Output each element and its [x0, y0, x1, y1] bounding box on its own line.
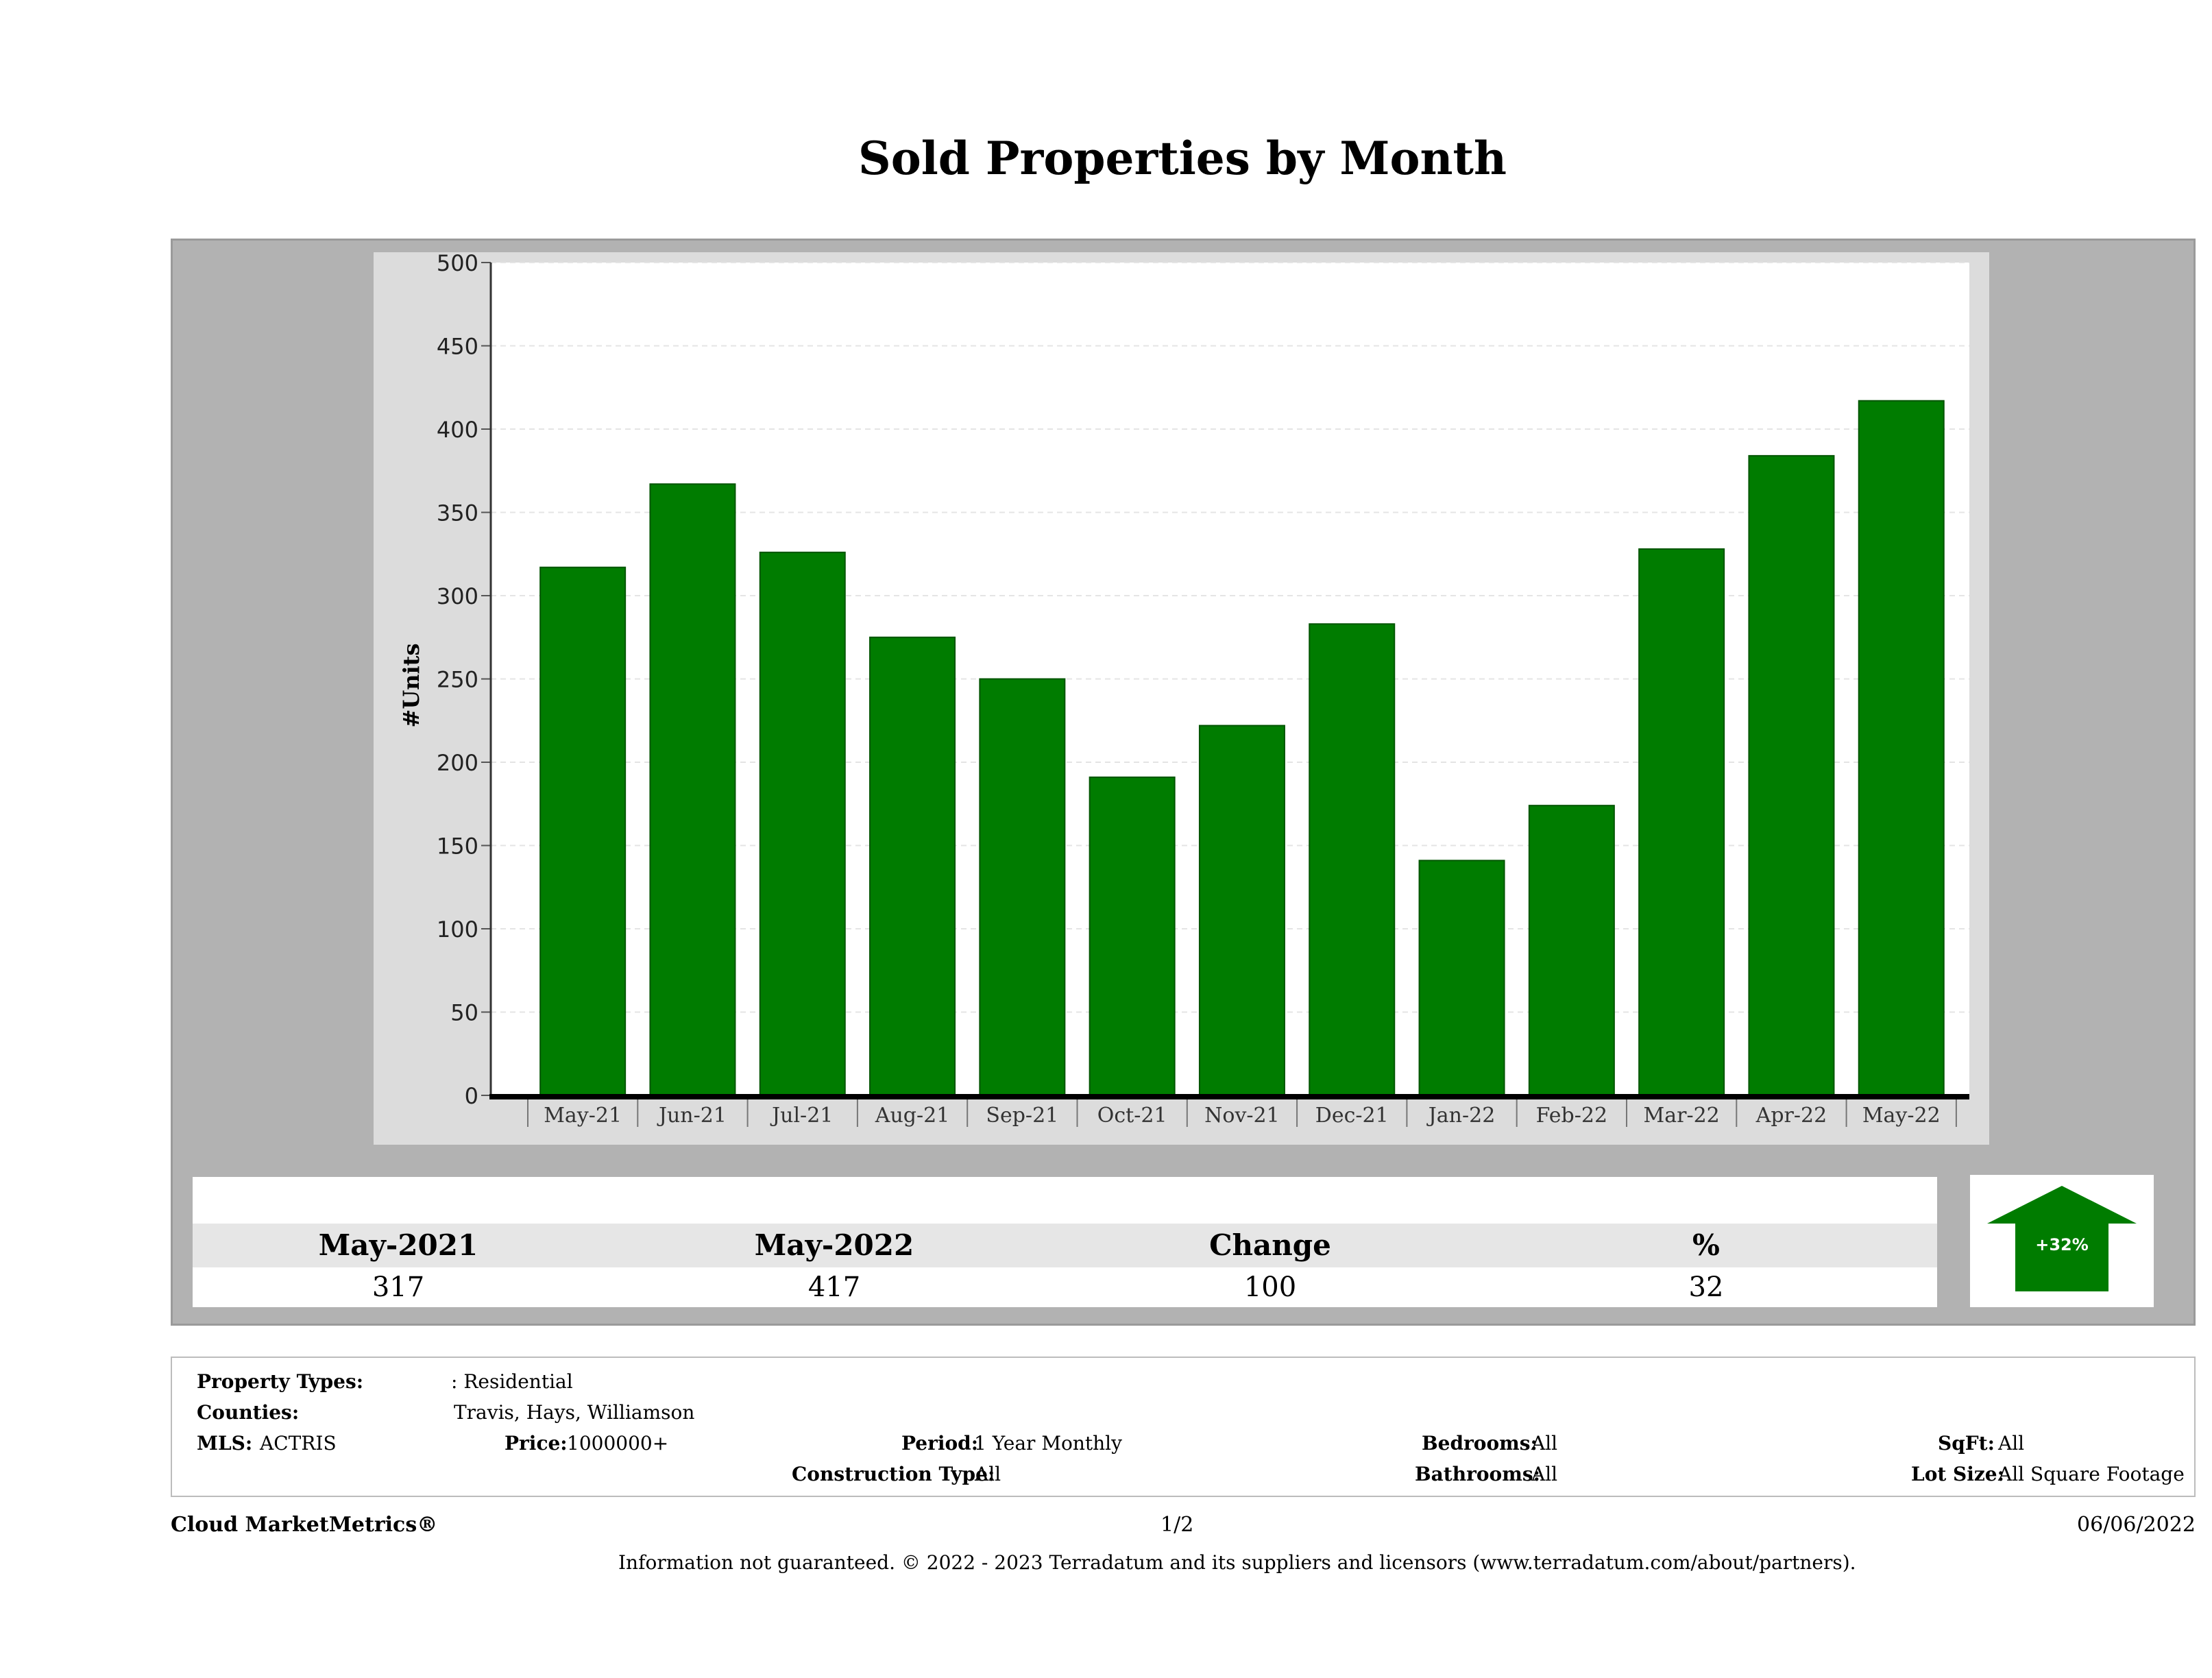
- y-tick-label: 300: [437, 583, 478, 609]
- bedrooms-value: All: [1531, 1432, 1558, 1455]
- up-arrow-icon: +32%: [1987, 1186, 2137, 1291]
- price-label: Price:: [505, 1432, 568, 1455]
- counties-label: Counties:: [197, 1401, 300, 1424]
- y-tick-label: 350: [437, 500, 478, 526]
- page-number: 1/2: [1160, 1513, 1194, 1537]
- summary-blank-row: [193, 1177, 1937, 1224]
- x-tick-label: Mar-22: [1644, 1104, 1720, 1128]
- bar-Feb-22: [1528, 805, 1615, 1097]
- disclaimer: Information not guaranteed. © 2022 - 202…: [618, 1551, 1856, 1574]
- summary-value-row: 317 417 100 32: [193, 1267, 1937, 1307]
- bar-Jul-21: [759, 551, 846, 1096]
- summary-header-percent: %: [1692, 1228, 1720, 1262]
- y-tick-label: 0: [465, 1083, 478, 1109]
- price-value: 1000000+: [567, 1432, 669, 1455]
- bar-Jan-22: [1418, 860, 1505, 1096]
- counties-value: Travis, Hays, Williamson: [454, 1401, 695, 1424]
- mls-label: MLS:: [197, 1432, 253, 1455]
- bar-Sep-21: [979, 678, 1066, 1096]
- axes: [481, 262, 1969, 1127]
- x-tick-label: Sep-21: [986, 1104, 1058, 1128]
- bar-May-21: [539, 566, 627, 1096]
- y-tick-label: 150: [437, 834, 478, 860]
- change-badge-label: +32%: [2035, 1235, 2089, 1254]
- bar-Dec-21: [1309, 623, 1396, 1096]
- summary-header-change: Change: [1209, 1228, 1331, 1262]
- summary-header-end: May-2022: [754, 1228, 914, 1262]
- report-date: 06/06/2022: [2077, 1513, 2196, 1537]
- summary-value-change: 100: [1243, 1272, 1297, 1303]
- property-types-value: : Residential: [451, 1370, 573, 1393]
- summary-value-end: 417: [807, 1272, 861, 1303]
- period-label: Period:: [901, 1432, 979, 1455]
- bedrooms-label: Bedrooms:: [1422, 1432, 1538, 1455]
- bar-Mar-22: [1638, 548, 1725, 1096]
- y-tick-label: 250: [437, 667, 478, 693]
- x-tick-label: Oct-21: [1097, 1104, 1167, 1128]
- brand-name: Cloud MarketMetrics®: [171, 1513, 438, 1537]
- bars: [539, 400, 1945, 1097]
- filters-panel: Property Types: : Residential Counties: …: [171, 1357, 2196, 1497]
- change-badge: +32%: [1970, 1175, 2154, 1307]
- sqft-label: SqFt:: [1938, 1432, 1995, 1455]
- x-tick-label: Aug-21: [875, 1104, 950, 1128]
- construction-type-value: All: [975, 1463, 1001, 1485]
- x-tick-label: Feb-22: [1536, 1104, 1607, 1128]
- bar-Jun-21: [649, 483, 736, 1096]
- y-axis-label: #Units: [398, 644, 424, 728]
- x-tick-label: Nov-21: [1204, 1104, 1280, 1128]
- x-tick-label: May-21: [544, 1104, 622, 1128]
- period-value: 1 Year Monthly: [974, 1432, 1122, 1455]
- bar-Aug-21: [869, 636, 956, 1096]
- x-tick-label: Jan-22: [1426, 1104, 1496, 1128]
- x-tick-label: Jun-21: [657, 1104, 727, 1128]
- lot-size-value: All Square Footage: [1998, 1463, 2185, 1485]
- y-tick-label: 400: [437, 417, 478, 443]
- x-tick-label: May-22: [1862, 1104, 1941, 1128]
- bar-Oct-21: [1089, 776, 1176, 1096]
- y-tick-label: 200: [437, 750, 478, 776]
- report-title: Sold Properties by Month: [858, 132, 1507, 185]
- summary-value-percent: 32: [1688, 1272, 1724, 1303]
- y-tick-label: 450: [437, 334, 478, 360]
- lot-size-label: Lot Size:: [1911, 1463, 2004, 1485]
- bathrooms-label: Bathrooms:: [1415, 1463, 1540, 1485]
- summary-header-row: May-2021 May-2022 Change %: [193, 1224, 1937, 1267]
- bar-Apr-22: [1748, 454, 1835, 1096]
- y-tick-label: 50: [450, 1000, 478, 1026]
- bathrooms-value: All: [1531, 1463, 1558, 1485]
- x-tick-label: Dec-21: [1315, 1104, 1389, 1128]
- y-tick-labels: 0 50 100 150 200 250 300 350 400 450 500: [437, 250, 478, 1109]
- y-tick-label: 500: [437, 250, 478, 276]
- summary-header-start: May-2021: [318, 1228, 478, 1262]
- summary-value-start: 317: [372, 1272, 425, 1303]
- x-tick-labels: May-21 Jun-21 Jul-21 Aug-21 Sep-21 Oct-21 Nov-…: [544, 1104, 1940, 1128]
- property-types-label: Property Types:: [197, 1370, 364, 1393]
- y-tick-label: 100: [437, 916, 478, 943]
- bar-Nov-21: [1198, 725, 1285, 1097]
- x-tick-label: Jul-21: [770, 1104, 833, 1128]
- x-tick-label: Apr-22: [1755, 1104, 1827, 1128]
- bar-May-22: [1858, 400, 1945, 1096]
- construction-type-label: Construction Type:: [792, 1463, 995, 1485]
- mls-value: ACTRIS: [260, 1432, 337, 1455]
- sqft-value: All: [1998, 1432, 2025, 1455]
